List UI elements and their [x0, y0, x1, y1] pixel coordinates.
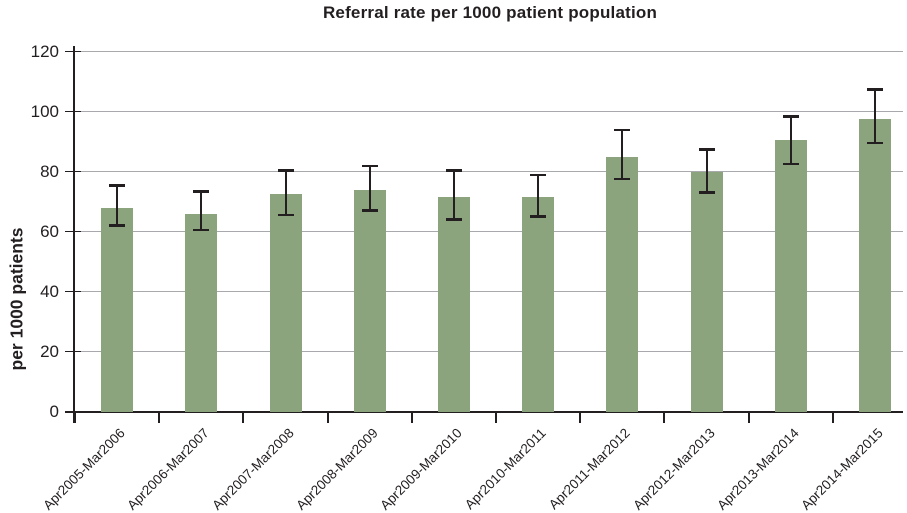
x-axis-line — [65, 410, 903, 413]
x-tick-1 — [158, 411, 161, 423]
x-tick-0 — [74, 411, 76, 423]
x-tick-9 — [831, 411, 834, 423]
error-bar-line-Apr2007-Mar2008 — [284, 170, 287, 215]
error-bar-line-Apr2014-Mar2015 — [873, 89, 876, 143]
x-tick-label-Apr2012-Mar2013: Apr2012-Mar2013 — [629, 425, 718, 513]
error-bar-cap-top-Apr2011-Mar2012 — [614, 128, 631, 131]
x-tick-7 — [663, 411, 666, 423]
x-tick-6 — [579, 411, 582, 423]
bar-Apr2014-Mar2015 — [858, 119, 891, 412]
gridline-100 — [73, 110, 903, 113]
bar-Apr2008-Mar2009 — [353, 189, 386, 412]
y-tick-label-100: 100 — [30, 101, 59, 121]
error-bar-cap-top-Apr2009-Mar2010 — [445, 169, 462, 172]
chart-title: Referral rate per 1000 patient populatio… — [322, 3, 658, 22]
error-bar-line-Apr2010-Mar2011 — [537, 174, 540, 217]
error-bar-cap-bottom-Apr2011-Mar2012 — [614, 177, 631, 180]
error-bar-cap-bottom-Apr2014-Mar2015 — [866, 141, 883, 144]
x-tick-label-Apr2010-Mar2011: Apr2010-Mar2011 — [462, 425, 550, 513]
error-bar-line-Apr2011-Mar2012 — [621, 129, 624, 179]
bar-Apr2012-Mar2013 — [690, 171, 723, 412]
x-tick-4 — [410, 411, 413, 423]
error-bar-cap-top-Apr2012-Mar2013 — [698, 148, 715, 151]
x-tick-label-Apr2007-Mar2008: Apr2007-Mar2008 — [208, 425, 297, 513]
bar-Apr2009-Mar2010 — [437, 197, 470, 412]
x-tick-label-Apr2011-Mar2012: Apr2011-Mar2012 — [546, 425, 634, 513]
error-bar-line-Apr2006-Mar2007 — [200, 191, 203, 230]
y-tick-label-20: 20 — [40, 341, 59, 361]
x-tick-label-Apr2006-Mar2007: Apr2006-Mar2007 — [124, 425, 213, 513]
gridline-20 — [73, 350, 903, 353]
x-tick-8 — [747, 411, 750, 423]
error-bar-cap-top-Apr2010-Mar2011 — [530, 173, 547, 176]
error-bar-cap-top-Apr2006-Mar2007 — [193, 190, 210, 193]
error-bar-cap-bottom-Apr2013-Mar2014 — [782, 162, 799, 165]
error-bar-line-Apr2013-Mar2014 — [789, 116, 792, 164]
error-bar-cap-bottom-Apr2005-Mar2006 — [109, 224, 126, 227]
gridline-80 — [73, 170, 903, 173]
error-bar-line-Apr2009-Mar2010 — [452, 170, 455, 220]
bar-Apr2007-Mar2008 — [269, 194, 302, 412]
x-tick-3 — [326, 411, 329, 423]
error-bar-cap-top-Apr2007-Mar2008 — [277, 169, 294, 172]
bar-Apr2010-Mar2011 — [522, 197, 555, 412]
error-bar-cap-bottom-Apr2012-Mar2013 — [698, 191, 715, 194]
error-bar-cap-bottom-Apr2006-Mar2007 — [193, 228, 210, 231]
gridline-60 — [73, 230, 903, 233]
y-tick-label-80: 80 — [40, 161, 59, 181]
error-bar-cap-bottom-Apr2008-Mar2009 — [361, 209, 378, 212]
error-bar-cap-top-Apr2014-Mar2015 — [866, 88, 883, 91]
error-bar-cap-top-Apr2013-Mar2014 — [782, 115, 799, 118]
error-bar-cap-bottom-Apr2007-Mar2008 — [277, 213, 294, 216]
error-bar-cap-bottom-Apr2010-Mar2011 — [530, 215, 547, 218]
error-bar-cap-bottom-Apr2009-Mar2010 — [445, 218, 462, 221]
error-bar-cap-top-Apr2005-Mar2006 — [109, 184, 126, 187]
bar-Apr2006-Mar2007 — [185, 213, 218, 412]
error-bar-cap-top-Apr2008-Mar2009 — [361, 164, 378, 167]
x-tick-label-Apr2014-Mar2015: Apr2014-Mar2015 — [798, 425, 886, 513]
x-tick-label-Apr2013-Mar2014: Apr2013-Mar2014 — [714, 425, 802, 513]
gridline-40 — [73, 290, 903, 293]
error-bar-line-Apr2012-Mar2013 — [705, 149, 708, 193]
bar-Apr2011-Mar2012 — [606, 156, 639, 412]
bar-Apr2005-Mar2006 — [101, 207, 134, 412]
y-tick-label-60: 60 — [40, 221, 59, 241]
y-axis-line — [72, 46, 75, 423]
error-bar-line-Apr2008-Mar2009 — [368, 165, 371, 211]
y-tick-label-40: 40 — [40, 281, 59, 301]
y-tick-label-0: 0 — [49, 401, 59, 421]
bar-Apr2013-Mar2014 — [774, 140, 807, 412]
x-tick-2 — [242, 411, 245, 423]
x-tick-label-Apr2009-Mar2010: Apr2009-Mar2010 — [377, 425, 465, 513]
y-tick-label-120: 120 — [30, 41, 59, 61]
gridline-120 — [73, 50, 903, 53]
x-tick-5 — [495, 411, 497, 423]
x-tick-label-Apr2005-Mar2006: Apr2005-Mar2006 — [40, 425, 129, 513]
x-tick-label-Apr2008-Mar2009: Apr2008-Mar2009 — [293, 425, 381, 513]
error-bar-line-Apr2005-Mar2006 — [116, 185, 119, 226]
